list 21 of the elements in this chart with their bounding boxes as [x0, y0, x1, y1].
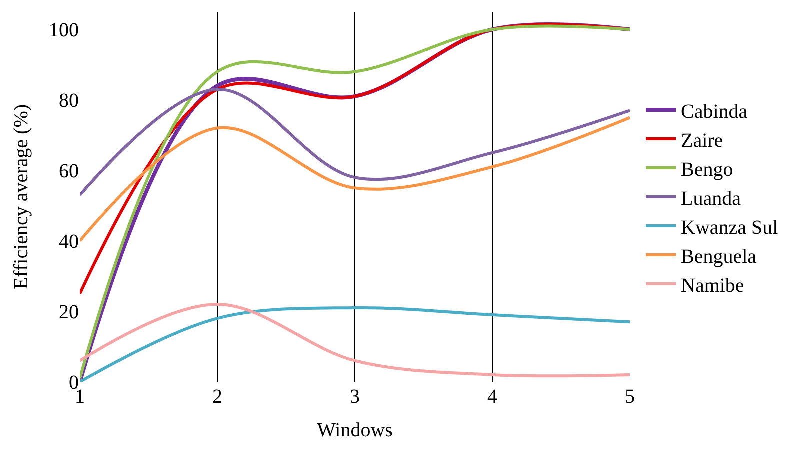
y-tick-label: 80 — [59, 90, 79, 112]
x-tick-label: 5 — [625, 386, 635, 408]
x-axis-title: Windows — [317, 420, 394, 442]
x-tick-label: 4 — [488, 386, 498, 408]
legend-label: Cabinda — [681, 100, 748, 123]
line-series — [80, 88, 630, 197]
y-tick-label: 20 — [59, 302, 79, 324]
x-tick-label: 2 — [212, 386, 222, 408]
y-tick-label: 40 — [59, 231, 79, 254]
y-axis-title: Efficiency average (%) — [10, 104, 32, 290]
line-series — [80, 116, 630, 243]
legend-label: Luanda — [681, 188, 742, 210]
legend-label: Namibe — [681, 274, 744, 297]
y-tick-label: 100 — [49, 20, 79, 42]
legend-label: Zaire — [681, 130, 724, 152]
legend-label: Kwanza Sul — [681, 216, 779, 239]
y-tick-label: 0 — [69, 372, 79, 394]
y-tick-label: 60 — [59, 160, 79, 183]
legend-label: Bengo — [681, 158, 734, 181]
x-tick-label: 3 — [350, 386, 360, 408]
legend-label: Benguela — [681, 246, 757, 268]
